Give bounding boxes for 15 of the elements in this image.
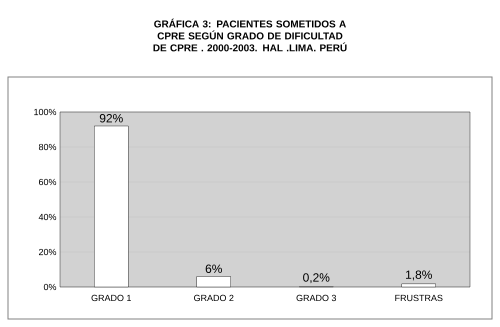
x-tick-label: GRADO 3 xyxy=(296,294,336,302)
y-tick-label: 60% xyxy=(38,178,56,186)
x-tick-label: GRADO 2 xyxy=(194,294,234,302)
y-tick-label: 100% xyxy=(34,108,56,116)
y-tick-label: 80% xyxy=(38,144,56,150)
x-tick-label: GRADO 1 xyxy=(92,294,131,302)
y-tick-label: 0% xyxy=(44,284,56,290)
y-tick-label: 40% xyxy=(38,214,56,220)
x-tick-label: FRUSTRAS xyxy=(395,294,443,302)
data-label: 92% xyxy=(100,114,123,122)
data-label: 1,8% xyxy=(406,270,432,280)
data-label: 0,2% xyxy=(303,273,330,284)
data-label: 6% xyxy=(206,264,222,273)
y-tick-label: 20% xyxy=(38,248,56,256)
chart-title: GRÁFICA 3: PACIENTES SOMETIDOS A CPRE SEGÚN GRADO DE DIFICULTAD DE CPRE . 2000-2003. HAL .LIMA. PERÚ xyxy=(154,18,347,52)
